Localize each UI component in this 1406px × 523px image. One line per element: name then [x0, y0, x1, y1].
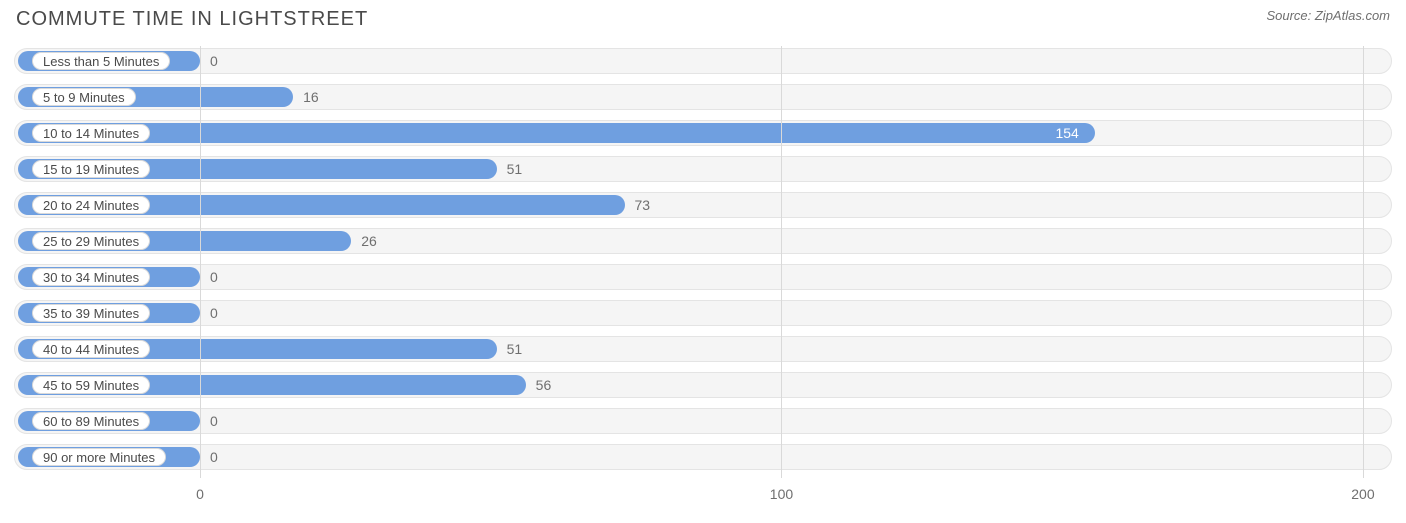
- value-label: 73: [635, 196, 651, 214]
- category-label: Less than 5 Minutes: [32, 52, 170, 70]
- bar-row: 20 to 24 Minutes 73: [14, 190, 1392, 220]
- category-label: 30 to 34 Minutes: [32, 268, 150, 286]
- category-label: 10 to 14 Minutes: [32, 124, 150, 142]
- category-label: 5 to 9 Minutes: [32, 88, 136, 106]
- chart-header: COMMUTE TIME IN LIGHTSTREET Source: ZipA…: [0, 0, 1406, 35]
- gridline: [781, 46, 782, 478]
- category-label: 20 to 24 Minutes: [32, 196, 150, 214]
- bar-row: 40 to 44 Minutes 51: [14, 334, 1392, 364]
- bar-row: 15 to 19 Minutes 51: [14, 154, 1392, 184]
- value-label: 0: [210, 304, 218, 322]
- category-label: 60 to 89 Minutes: [32, 412, 150, 430]
- bar: [18, 123, 1095, 143]
- category-label: 45 to 59 Minutes: [32, 376, 150, 394]
- chart-source: Source: ZipAtlas.com: [1266, 8, 1390, 23]
- chart-container: COMMUTE TIME IN LIGHTSTREET Source: ZipA…: [0, 0, 1406, 523]
- category-label: 35 to 39 Minutes: [32, 304, 150, 322]
- bar-row: 25 to 29 Minutes 26: [14, 226, 1392, 256]
- bar-row: 10 to 14 Minutes 154: [14, 118, 1392, 148]
- category-label: 15 to 19 Minutes: [32, 160, 150, 178]
- x-axis-tick-label: 100: [770, 486, 793, 502]
- chart-title: COMMUTE TIME IN LIGHTSTREET: [16, 8, 368, 31]
- bar-track: [14, 48, 1392, 74]
- bar-row: 5 to 9 Minutes 16: [14, 82, 1392, 112]
- x-axis-tick-label: 200: [1351, 486, 1374, 502]
- category-label: 25 to 29 Minutes: [32, 232, 150, 250]
- bar-track: [14, 264, 1392, 290]
- bar-track: [14, 408, 1392, 434]
- value-label: 16: [303, 88, 319, 106]
- value-label: 0: [210, 448, 218, 466]
- bar-row: Less than 5 Minutes 0: [14, 46, 1392, 76]
- bar-row: 35 to 39 Minutes 0: [14, 298, 1392, 328]
- value-label: 26: [361, 232, 377, 250]
- bar-row: 30 to 34 Minutes 0: [14, 262, 1392, 292]
- plot-area: 0100200Less than 5 Minutes05 to 9 Minute…: [14, 46, 1392, 476]
- gridline: [200, 46, 201, 478]
- x-axis-tick-label: 0: [196, 486, 204, 502]
- gridline: [1363, 46, 1364, 478]
- bar-row: 60 to 89 Minutes 0: [14, 406, 1392, 436]
- value-label: 154: [1055, 124, 1078, 142]
- value-label: 0: [210, 52, 218, 70]
- category-label: 40 to 44 Minutes: [32, 340, 150, 358]
- category-label: 90 or more Minutes: [32, 448, 166, 466]
- value-label: 0: [210, 412, 218, 430]
- bar-track: [14, 300, 1392, 326]
- bar-row: 45 to 59 Minutes 56: [14, 370, 1392, 400]
- value-label: 56: [536, 376, 552, 394]
- value-label: 0: [210, 268, 218, 286]
- value-label: 51: [507, 340, 523, 358]
- bar-row: 90 or more Minutes 0: [14, 442, 1392, 472]
- bar-track: [14, 444, 1392, 470]
- value-label: 51: [507, 160, 523, 178]
